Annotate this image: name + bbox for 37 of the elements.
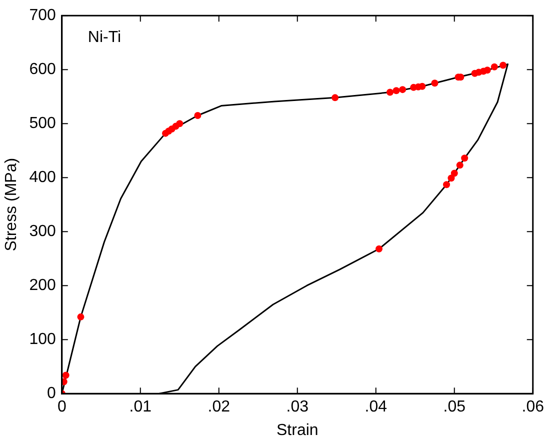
point [443, 181, 450, 188]
x-tick-label: .02 [208, 398, 230, 416]
y-tick-label: 200 [29, 277, 56, 294]
point [62, 372, 70, 379]
point [176, 120, 184, 128]
point [456, 162, 464, 169]
y-tick-label: 600 [29, 61, 56, 78]
point [490, 63, 498, 70]
y-tick-label: 0 [46, 385, 56, 402]
point [418, 82, 426, 90]
y-tick-label: 500 [29, 115, 56, 132]
point [431, 80, 438, 87]
annotation: Ni-Ti [88, 29, 122, 46]
point [62, 378, 68, 386]
point [448, 174, 455, 182]
y-tick-label: 400 [29, 169, 56, 186]
point [399, 86, 406, 94]
point [461, 154, 468, 162]
point [332, 94, 339, 102]
x-tick-label: .05 [443, 398, 466, 416]
point [77, 313, 84, 320]
point [450, 170, 458, 177]
point [194, 112, 202, 119]
y-tick-label: 100 [29, 331, 56, 348]
x-axis-title: Strain [276, 422, 318, 439]
y-tick-label: 300 [29, 223, 56, 240]
point [386, 88, 394, 96]
x-tick-label: .03 [286, 398, 309, 416]
x-tick-label: .04 [364, 398, 388, 416]
point [376, 245, 383, 252]
point [484, 66, 491, 74]
y-axis-title: Stress (MPa) [3, 158, 20, 252]
x-tick-label: .01 [129, 398, 152, 416]
y-tick-label: 700 [29, 7, 56, 24]
point [500, 62, 507, 69]
x-tick-label: .06 [522, 398, 544, 416]
point [392, 87, 400, 94]
